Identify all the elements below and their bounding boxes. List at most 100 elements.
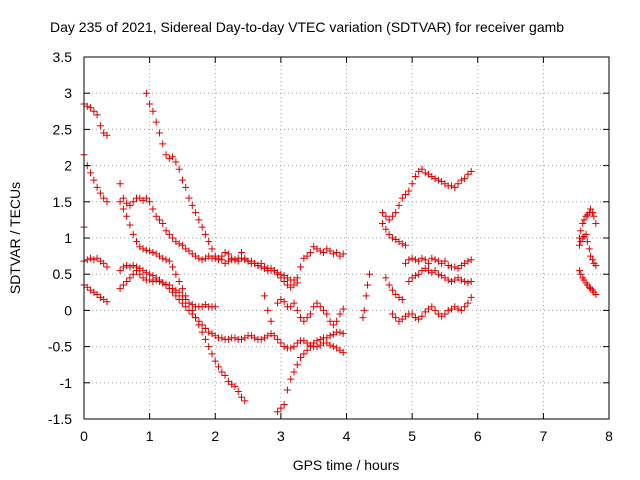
y-tick-label: 0 — [64, 302, 72, 318]
data-point — [149, 248, 157, 256]
data-point — [201, 230, 209, 238]
data-point — [283, 386, 291, 394]
x-tick-label: 7 — [539, 428, 547, 444]
data-point — [198, 328, 206, 336]
data-point — [182, 296, 190, 304]
data-point — [316, 335, 324, 343]
data-point — [587, 205, 595, 213]
data-point — [333, 317, 341, 325]
data-point — [103, 263, 111, 271]
data-point — [251, 334, 259, 342]
data-point — [385, 281, 393, 289]
data-point — [274, 299, 282, 307]
data-point — [192, 209, 200, 217]
data-point — [188, 310, 196, 318]
data-point — [411, 314, 419, 322]
data-point — [385, 230, 393, 238]
data-point — [290, 343, 298, 351]
data-point — [208, 350, 216, 358]
data-point — [87, 254, 95, 262]
data-point — [587, 252, 595, 260]
data-point — [590, 212, 598, 220]
data-point — [149, 107, 157, 115]
data-point — [457, 176, 465, 184]
data-point — [293, 361, 301, 369]
data-point — [451, 183, 459, 191]
data-point — [221, 248, 229, 256]
data-point — [234, 257, 242, 265]
data-point — [280, 401, 288, 409]
data-point — [583, 238, 591, 246]
series-arc-q — [382, 254, 475, 304]
data-point — [467, 277, 475, 285]
data-point — [175, 296, 183, 304]
data-point — [123, 262, 131, 270]
data-point — [103, 198, 111, 206]
data-point — [188, 201, 196, 209]
data-point — [431, 256, 439, 264]
data-point — [306, 343, 314, 351]
data-point — [195, 317, 203, 325]
data-point — [155, 276, 163, 284]
series-arc-a — [80, 100, 111, 139]
grid-lines — [84, 57, 609, 419]
data-point — [300, 317, 308, 325]
data-point — [382, 212, 390, 220]
data-point — [90, 107, 98, 115]
series-arc-u — [575, 230, 600, 270]
data-point — [464, 279, 472, 287]
data-point — [172, 292, 180, 300]
y-tick-label: 3 — [64, 85, 72, 101]
data-point — [93, 290, 101, 298]
data-point — [464, 170, 472, 178]
data-point — [388, 234, 396, 242]
data-point — [339, 330, 347, 338]
y-axis-label: SDTVAR / TECUs — [7, 182, 23, 294]
data-point — [582, 212, 590, 220]
data-point — [83, 283, 91, 291]
x-tick-label: 5 — [408, 428, 416, 444]
data-point — [238, 393, 245, 401]
x-tick-label: 0 — [80, 428, 88, 444]
data-point — [339, 348, 347, 356]
data-point — [457, 276, 465, 284]
data-point — [454, 180, 462, 188]
x-tick-label: 8 — [605, 428, 613, 444]
data-point — [339, 250, 347, 258]
data-point — [280, 277, 288, 285]
data-point — [198, 321, 206, 329]
data-point — [175, 240, 183, 248]
data-point — [402, 241, 410, 249]
data-point — [142, 194, 150, 202]
data-point — [411, 172, 419, 180]
data-point — [287, 303, 295, 311]
x-tick-label: 1 — [146, 428, 154, 444]
data-point — [126, 221, 134, 229]
data-point — [382, 225, 390, 233]
data-point — [398, 315, 406, 323]
data-point — [182, 183, 190, 191]
y-tick-label: 3.5 — [53, 49, 73, 65]
data-point — [211, 303, 219, 311]
data-point — [297, 263, 305, 271]
data-point — [93, 183, 101, 191]
data-point — [362, 292, 370, 300]
data-point — [431, 267, 439, 275]
data-point — [146, 270, 154, 278]
series-arc-n — [359, 270, 373, 322]
data-point — [421, 256, 429, 264]
data-point — [425, 259, 433, 267]
data-point — [162, 151, 170, 159]
data-point — [360, 306, 368, 314]
data-point — [100, 194, 108, 202]
data-point — [316, 303, 324, 311]
data-point — [119, 263, 127, 271]
data-point — [467, 293, 475, 301]
data-point — [589, 256, 597, 264]
data-point — [185, 247, 193, 255]
data-point — [415, 315, 423, 323]
data-point — [287, 375, 295, 383]
data-point — [320, 306, 328, 314]
data-point — [388, 212, 396, 220]
